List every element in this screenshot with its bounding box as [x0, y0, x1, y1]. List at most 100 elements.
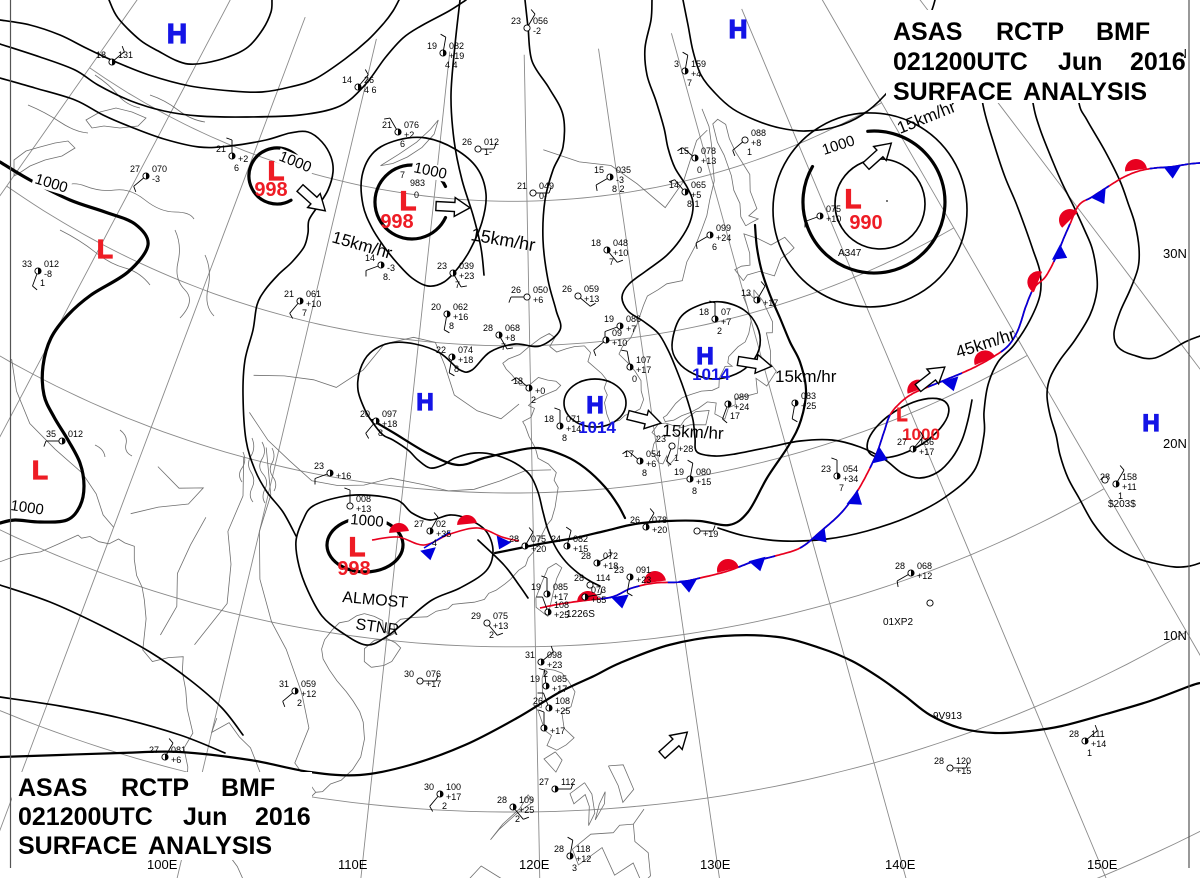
svg-text:28: 28 — [554, 844, 564, 854]
svg-text:+6: +6 — [533, 295, 543, 305]
svg-text:33: 33 — [22, 259, 32, 269]
svg-text:8: 8 — [692, 486, 697, 496]
svg-text:21: 21 — [284, 289, 294, 299]
svg-text:109: 109 — [519, 795, 534, 805]
svg-text:070: 070 — [152, 164, 167, 174]
svg-text:ANALYSIS: ANALYSIS — [1023, 78, 1147, 106]
svg-text:083: 083 — [801, 391, 816, 401]
svg-text:+15: +15 — [573, 544, 588, 554]
svg-text:19: 19 — [530, 674, 540, 684]
svg-text:19: 19 — [531, 582, 541, 592]
svg-text:+19: +19 — [449, 51, 464, 61]
svg-text:4: 4 — [432, 538, 437, 548]
svg-text:-3: -3 — [387, 263, 395, 273]
svg-text:RCTP: RCTP — [996, 18, 1064, 46]
svg-text:10N: 10N — [1163, 628, 1187, 643]
svg-text:136: 136 — [919, 437, 934, 447]
svg-text:2: 2 — [717, 326, 722, 336]
svg-text:26: 26 — [630, 515, 640, 525]
svg-text:27: 27 — [149, 745, 159, 755]
svg-text:+19: +19 — [703, 529, 718, 539]
svg-text:082: 082 — [573, 534, 588, 544]
svg-text:998: 998 — [380, 211, 413, 233]
svg-text:159: 159 — [691, 59, 706, 69]
svg-text:0: 0 — [414, 190, 419, 200]
svg-text:+24: +24 — [734, 402, 749, 412]
svg-text:+28: +28 — [678, 444, 693, 454]
svg-text:20: 20 — [431, 302, 441, 312]
svg-text:0: 0 — [632, 374, 637, 384]
svg-text:098: 098 — [547, 650, 562, 660]
svg-text:15: 15 — [679, 146, 689, 156]
svg-text:28: 28 — [934, 756, 944, 766]
svg-text:012: 012 — [44, 259, 59, 269]
svg-text:+65: +65 — [591, 595, 606, 605]
svg-text:+13: +13 — [356, 504, 371, 514]
svg-text:30N: 30N — [1163, 246, 1187, 261]
svg-text:140E: 140E — [885, 857, 916, 872]
svg-text:+10: +10 — [826, 214, 841, 224]
svg-text:23: 23 — [656, 434, 666, 444]
svg-text:L: L — [32, 455, 48, 485]
svg-text:-3: -3 — [616, 175, 624, 185]
svg-text:ASAS: ASAS — [893, 18, 962, 46]
svg-text:+17: +17 — [919, 447, 934, 457]
svg-text:H: H — [696, 343, 713, 370]
svg-text:089: 089 — [734, 392, 749, 402]
svg-text:078: 078 — [652, 515, 667, 525]
svg-text:071: 071 — [566, 414, 581, 424]
svg-text:H: H — [1142, 410, 1159, 437]
svg-text:+23: +23 — [459, 271, 474, 281]
svg-text:108: 108 — [554, 600, 569, 610]
svg-text:059: 059 — [584, 284, 599, 294]
svg-text:021200UTC: 021200UTC — [893, 48, 1028, 76]
svg-text:19: 19 — [427, 41, 437, 51]
svg-text:+12: +12 — [917, 571, 932, 581]
svg-text:13: 13 — [741, 288, 751, 298]
svg-text:H: H — [729, 14, 748, 44]
svg-text:18: 18 — [96, 50, 106, 60]
svg-text:+15: +15 — [956, 766, 971, 776]
svg-text:23: 23 — [511, 16, 521, 26]
svg-text:30: 30 — [424, 782, 434, 792]
svg-text:+17: +17 — [763, 298, 778, 308]
svg-text:6: 6 — [712, 242, 717, 252]
svg-text:BMF: BMF — [221, 774, 275, 802]
svg-text:100: 100 — [446, 782, 461, 792]
svg-text:081: 081 — [171, 745, 186, 755]
svg-text:2: 2 — [489, 630, 494, 640]
svg-text:+18: +18 — [458, 355, 473, 365]
svg-text:+17: +17 — [550, 726, 565, 736]
svg-text:8: 8 — [642, 468, 647, 478]
svg-text:15km/hr: 15km/hr — [775, 367, 837, 386]
svg-text:8: 8 — [562, 433, 567, 443]
svg-text:1-: 1- — [484, 147, 492, 157]
svg-text:1000: 1000 — [350, 511, 385, 531]
svg-text:+20: +20 — [531, 544, 546, 554]
svg-text:28: 28 — [497, 795, 507, 805]
svg-text:1: 1 — [1087, 748, 1092, 758]
svg-text:056: 056 — [533, 16, 548, 26]
svg-text:1: 1 — [747, 147, 752, 157]
svg-text:14: 14 — [365, 253, 375, 263]
svg-text:131: 131 — [118, 50, 133, 60]
svg-text:20: 20 — [360, 409, 370, 419]
svg-text:+4: +4 — [691, 69, 701, 79]
svg-text:H: H — [586, 392, 603, 419]
svg-text:021200UTC: 021200UTC — [18, 803, 153, 831]
svg-text:+14: +14 — [1091, 739, 1106, 749]
svg-text:18: 18 — [699, 307, 709, 317]
svg-text:Jun: Jun — [1058, 48, 1102, 76]
svg-text:+7: +7 — [626, 324, 636, 334]
svg-text:+23: +23 — [547, 660, 562, 670]
svg-text:059: 059 — [301, 679, 316, 689]
svg-text:7: 7 — [687, 78, 692, 88]
svg-text:120E: 120E — [519, 857, 550, 872]
svg-text:30: 30 — [404, 669, 414, 679]
svg-text:L: L — [97, 234, 113, 264]
svg-text:L: L — [400, 186, 417, 216]
svg-text:039: 039 — [459, 261, 474, 271]
svg-text:-3: -3 — [152, 174, 160, 184]
svg-text:076: 076 — [426, 669, 441, 679]
svg-text:6: 6 — [234, 163, 239, 173]
